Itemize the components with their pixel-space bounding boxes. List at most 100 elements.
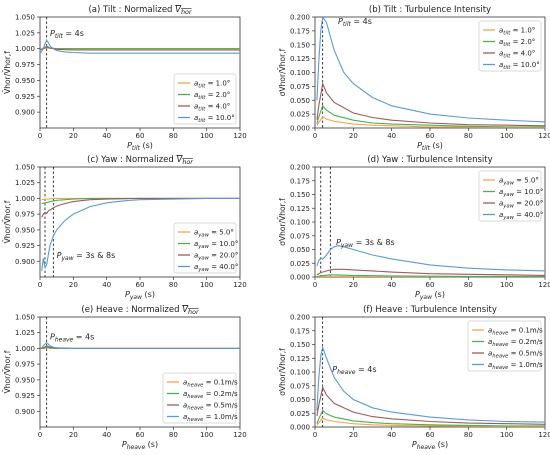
series-line-c-3 — [41, 197, 240, 271]
x-tick-label: 60 — [136, 132, 145, 140]
y-tick-label: 0.025 — [290, 260, 310, 268]
x-tick-label: 100 — [500, 132, 513, 140]
series-line-c-2 — [41, 197, 240, 218]
y-tick-label: 0.075 — [290, 382, 310, 390]
period-annotation: Pheave = 4s — [332, 365, 376, 376]
x-tick-label: 60 — [426, 132, 435, 140]
y-axis-label: V̄hor/V̄hor,f — [3, 200, 12, 243]
y-tick-label: 0.200 — [290, 14, 310, 22]
x-tick-label: 100 — [200, 132, 213, 140]
x-axis-label: Pyaw (s) — [125, 290, 155, 301]
y-tick-label: 1.050 — [15, 14, 35, 22]
y-tick-label: 0.175 — [290, 177, 310, 185]
x-tick-label: 0 — [38, 132, 42, 140]
x-tick-label: 0 — [313, 431, 317, 439]
y-tick-label: 0.950 — [15, 226, 35, 234]
y-tick-label: 1.050 — [15, 314, 35, 322]
legend-label: atilt = 4.0° — [499, 50, 535, 60]
legend-box — [478, 20, 542, 72]
x-tick-label: 40 — [387, 281, 396, 289]
series-line-a-3 — [40, 39, 240, 54]
y-tick-label: 1.050 — [15, 164, 35, 172]
legend-label: ayaw = 10.0° — [194, 240, 238, 250]
legend-label: ayaw = 40.0° — [194, 263, 238, 273]
x-tick-label: 40 — [387, 132, 396, 140]
y-tick-label: 0.150 — [290, 41, 310, 49]
y-tick-label: 1.000 — [15, 195, 35, 203]
y-tick-label: 0.200 — [290, 314, 310, 322]
series-line-d-2 — [316, 268, 545, 276]
legend-label: atilt = 10.0° — [499, 61, 540, 71]
series-line-b-2 — [316, 81, 545, 127]
y-tick-label: 0.150 — [290, 341, 310, 349]
y-tick-label: 0.000 — [290, 424, 310, 432]
x-tick-label: 80 — [464, 431, 473, 439]
legend: atilt = 1.0°atilt = 2.0° atilt = 4.0°atil… — [173, 73, 237, 125]
x-tick-label: 80 — [169, 431, 178, 439]
x-tick-label: 40 — [102, 132, 111, 140]
legend: ayaw = 5.0°ayaw = 10.0° ayaw = 20.0°ayaw … — [478, 170, 543, 222]
x-tick-label: 100 — [200, 431, 213, 439]
period-annotation: Pyaw = 3s & 8s — [57, 251, 116, 262]
y-tick-label: 0.125 — [290, 355, 310, 363]
y-tick-label: 0.975 — [15, 61, 35, 69]
x-tick-label: 60 — [136, 281, 145, 289]
series-line-b-1 — [316, 104, 545, 128]
y-tick-label: 1.000 — [15, 45, 35, 53]
x-tick-label: 0 — [313, 132, 317, 140]
x-axis-label: Ptilt (s) — [417, 141, 443, 152]
legend-label: atilt = 2.0° — [194, 91, 230, 101]
legend-label: ayaw = 20.0° — [499, 200, 543, 210]
x-tick-label: 0 — [38, 431, 42, 439]
x-tick-label: 80 — [169, 132, 178, 140]
legend-label: aheave = 1.0m/s — [488, 361, 543, 371]
y-tick-label: 0.975 — [15, 211, 35, 219]
y-tick-label: 0.950 — [15, 376, 35, 384]
y-tick-label: 0.100 — [290, 69, 310, 77]
legend-label: aheave = 0.2m/s — [488, 338, 543, 348]
y-tick-label: 0.900 — [15, 408, 35, 416]
x-axis-label: Ptilt (s) — [127, 141, 153, 152]
y-tick-label: 0.075 — [290, 232, 310, 240]
x-tick-label: 0 — [38, 281, 42, 289]
x-tick-label: 20 — [69, 431, 78, 439]
y-axis-label: σVhor/V̄hor,f — [278, 48, 287, 96]
chart-f: (f) Heave : Turbulence Intensity 0 20 40 60 8… — [278, 305, 550, 451]
y-axis-label: σVhor/V̄hor,f — [278, 348, 287, 396]
y-tick-label: 0.925 — [15, 242, 35, 250]
legend-label: aheave = 0.5m/s — [488, 350, 543, 360]
legend-label: ayaw = 10.0° — [499, 188, 543, 198]
x-tick-label: 40 — [387, 431, 396, 439]
legend-label: aheave = 1.0m/s — [183, 413, 238, 423]
y-tick-label: 0.175 — [290, 327, 310, 335]
x-tick-label: 80 — [464, 132, 473, 140]
series-line-a-2 — [40, 45, 240, 51]
x-tick-label: 120 — [233, 132, 246, 140]
y-tick-label: 0.050 — [290, 97, 310, 105]
y-axis-label: V̄hor/V̄hor,f — [3, 51, 12, 94]
legend-label: aheave = 0.1m/s — [183, 379, 238, 389]
legend-label: aheave = 0.2m/s — [183, 390, 238, 400]
x-tick-label: 100 — [500, 281, 513, 289]
x-tick-label: 60 — [136, 431, 145, 439]
y-tick-label: 0.075 — [290, 83, 310, 91]
y-axis-label: V̄hor/V̄hor,f — [3, 350, 12, 393]
x-tick-label: 60 — [426, 281, 435, 289]
series-line-d-3 — [316, 245, 545, 272]
chart-c: (c) Yaw : Normalized Vhor 0 20 40 60 80 100 120… — [3, 155, 247, 301]
x-tick-label: 20 — [349, 431, 358, 439]
x-tick-label: 0 — [313, 281, 317, 289]
period-annotation: Ptilt = 4s — [338, 17, 372, 28]
legend-box — [173, 222, 237, 274]
y-tick-label: 0.200 — [290, 164, 310, 172]
x-tick-label: 80 — [464, 281, 473, 289]
x-tick-label: 120 — [538, 281, 550, 289]
y-tick-label: 1.000 — [15, 345, 35, 353]
y-tick-label: 0.125 — [290, 55, 310, 63]
y-tick-label: 0.100 — [290, 219, 310, 227]
y-tick-label: 0.100 — [290, 369, 310, 377]
x-tick-label: 60 — [426, 431, 435, 439]
y-tick-label: 0.925 — [15, 93, 35, 101]
